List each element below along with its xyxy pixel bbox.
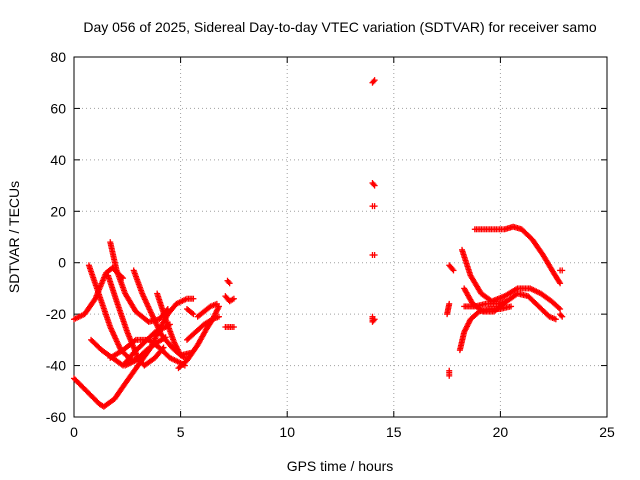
data-point — [557, 306, 564, 312]
data-point — [190, 311, 197, 318]
data-point — [162, 334, 169, 341]
data-point — [215, 313, 222, 320]
y-tick-label: -60 — [46, 409, 66, 425]
data-point — [370, 317, 377, 324]
data-point — [371, 252, 378, 258]
data-point — [508, 303, 515, 310]
data-point — [230, 324, 237, 330]
data-point — [503, 298, 510, 305]
y-tick-label: 40 — [50, 152, 66, 168]
data-point — [555, 304, 562, 311]
data-points — [71, 77, 566, 410]
data-point — [446, 372, 453, 379]
plot-frame — [73, 56, 608, 418]
y-tick-label: -40 — [46, 358, 66, 374]
data-point — [444, 311, 451, 318]
data-point — [558, 312, 565, 319]
data-point — [371, 203, 378, 210]
data-point — [189, 310, 196, 317]
data-point — [552, 316, 559, 323]
x-tick-label: 20 — [493, 424, 509, 440]
data-point — [449, 266, 456, 273]
x-axis-label: GPS time / hours — [287, 458, 394, 474]
data-point — [230, 295, 237, 302]
y-axis-label: SDTVAR / TECUs — [6, 181, 22, 293]
axis-ticks: 0 5 10 15 20 25 -60 -40 -20 0 20 40 60 80 — [46, 49, 615, 440]
data-point — [226, 280, 233, 287]
data-point — [371, 182, 378, 189]
x-tick-label: 25 — [599, 424, 615, 440]
y-tick-label: -20 — [46, 306, 66, 322]
data-point — [164, 306, 171, 312]
data-point — [557, 280, 564, 287]
y-tick-label: 0 — [58, 255, 66, 271]
x-tick-label: 10 — [279, 424, 295, 440]
data-point — [131, 337, 138, 344]
data-point — [225, 279, 232, 285]
y-tick-label: 60 — [50, 100, 66, 116]
data-point — [450, 267, 457, 274]
data-point — [559, 313, 566, 320]
y-tick-label: 20 — [50, 203, 66, 219]
x-tick-label: 15 — [386, 424, 402, 440]
data-point — [190, 295, 197, 302]
chart-title: Day 056 of 2025, Sidereal Day-to-day VTE… — [83, 19, 596, 35]
x-tick-label: 0 — [70, 424, 78, 440]
y-tick-label: 80 — [50, 49, 66, 65]
data-point — [371, 316, 378, 323]
data-point — [371, 77, 378, 84]
data-point — [370, 181, 377, 188]
data-point — [370, 78, 377, 85]
data-point — [213, 300, 220, 307]
data-point — [556, 279, 563, 285]
data-point — [559, 267, 566, 274]
x-tick-label: 5 — [177, 424, 185, 440]
